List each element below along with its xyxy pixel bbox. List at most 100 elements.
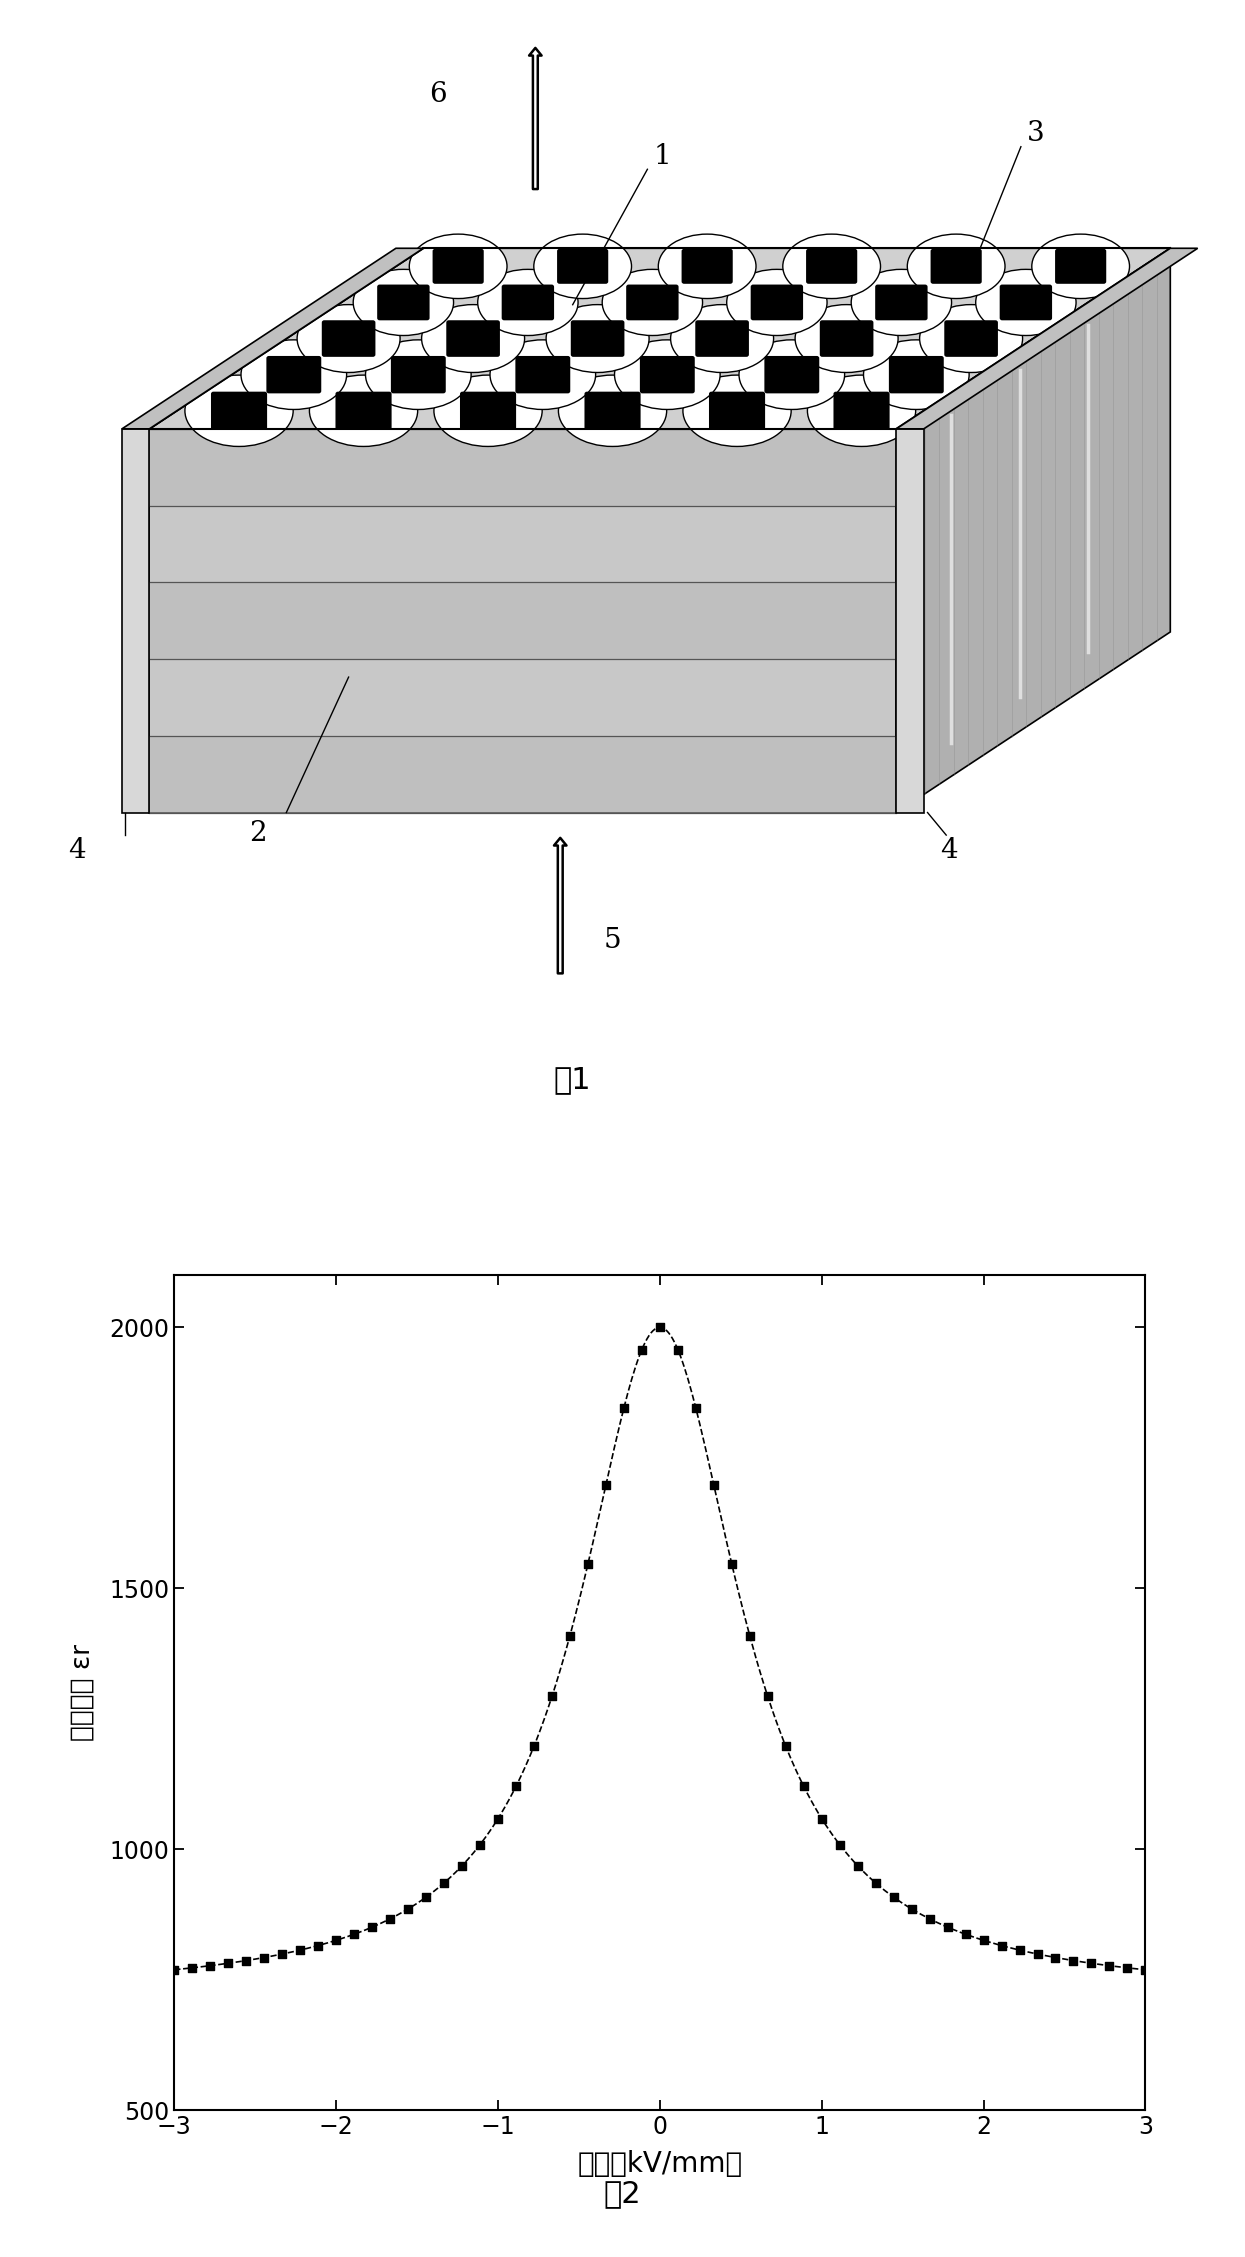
- Point: [596, 1467, 616, 1503]
- FancyBboxPatch shape: [321, 320, 376, 357]
- Polygon shape: [896, 248, 1170, 813]
- FancyBboxPatch shape: [833, 393, 890, 429]
- Point: [865, 1864, 885, 1900]
- Polygon shape: [149, 582, 896, 659]
- Text: 2: 2: [249, 819, 266, 846]
- FancyBboxPatch shape: [626, 284, 679, 320]
- Polygon shape: [896, 429, 924, 813]
- FancyBboxPatch shape: [459, 393, 517, 429]
- FancyBboxPatch shape: [695, 320, 749, 357]
- Polygon shape: [149, 736, 896, 813]
- FancyBboxPatch shape: [944, 320, 998, 357]
- Ellipse shape: [615, 341, 720, 409]
- Text: 4: 4: [940, 837, 957, 864]
- Point: [794, 1767, 814, 1803]
- Ellipse shape: [684, 375, 791, 447]
- Point: [703, 1467, 723, 1503]
- Text: 1: 1: [654, 142, 671, 169]
- Point: [686, 1390, 706, 1426]
- Point: [722, 1546, 742, 1582]
- Point: [164, 1952, 184, 1988]
- FancyBboxPatch shape: [502, 284, 554, 320]
- Ellipse shape: [478, 269, 578, 336]
- FancyBboxPatch shape: [681, 248, 733, 284]
- FancyBboxPatch shape: [584, 393, 641, 429]
- FancyBboxPatch shape: [210, 393, 268, 429]
- Point: [273, 1937, 293, 1973]
- FancyBboxPatch shape: [391, 357, 446, 393]
- Polygon shape: [149, 429, 896, 506]
- FancyBboxPatch shape: [875, 284, 928, 320]
- Text: 4: 4: [68, 837, 86, 864]
- Ellipse shape: [435, 375, 542, 447]
- Point: [542, 1679, 561, 1715]
- Point: [758, 1679, 778, 1715]
- Point: [309, 1927, 329, 1964]
- Point: [560, 1618, 580, 1654]
- Ellipse shape: [659, 235, 756, 298]
- Point: [991, 1927, 1011, 1964]
- Point: [884, 1880, 904, 1916]
- X-axis label: 电场（kV/mm）: 电场（kV/mm）: [578, 2151, 742, 2178]
- FancyBboxPatch shape: [1055, 248, 1107, 284]
- Ellipse shape: [671, 305, 773, 372]
- Ellipse shape: [852, 269, 951, 336]
- Point: [471, 1826, 491, 1862]
- Ellipse shape: [559, 375, 666, 447]
- FancyBboxPatch shape: [446, 320, 500, 357]
- Point: [218, 1946, 238, 1982]
- Ellipse shape: [422, 305, 524, 372]
- Polygon shape: [896, 248, 1198, 429]
- Point: [578, 1546, 598, 1582]
- Point: [488, 1801, 508, 1837]
- Ellipse shape: [920, 305, 1022, 372]
- FancyBboxPatch shape: [708, 393, 766, 429]
- Point: [740, 1618, 759, 1654]
- Ellipse shape: [242, 341, 346, 409]
- Text: 图1: 图1: [554, 1065, 591, 1095]
- Text: 5: 5: [604, 928, 621, 955]
- Ellipse shape: [186, 375, 293, 447]
- Ellipse shape: [908, 235, 1005, 298]
- Ellipse shape: [783, 235, 880, 298]
- Ellipse shape: [547, 305, 649, 372]
- Ellipse shape: [808, 375, 915, 447]
- Polygon shape: [149, 248, 1170, 429]
- Y-axis label: 介电常数 εr: 介电常数 εr: [70, 1645, 96, 1740]
- Point: [1082, 1946, 1102, 1982]
- Point: [829, 1826, 849, 1862]
- Point: [776, 1729, 796, 1765]
- Point: [901, 1891, 921, 1927]
- FancyBboxPatch shape: [764, 357, 819, 393]
- Ellipse shape: [796, 305, 898, 372]
- Point: [505, 1767, 525, 1803]
- FancyBboxPatch shape: [751, 284, 803, 320]
- Point: [435, 1864, 454, 1900]
- Text: 3: 3: [1027, 120, 1045, 147]
- FancyBboxPatch shape: [557, 248, 609, 284]
- Point: [974, 1923, 994, 1959]
- Point: [1063, 1943, 1083, 1979]
- Ellipse shape: [727, 269, 827, 336]
- Polygon shape: [122, 429, 149, 813]
- Point: [848, 1848, 868, 1885]
- Point: [956, 1916, 976, 1952]
- FancyBboxPatch shape: [930, 248, 982, 284]
- Point: [362, 1909, 382, 1946]
- FancyBboxPatch shape: [335, 393, 392, 429]
- Ellipse shape: [534, 235, 631, 298]
- Polygon shape: [122, 248, 423, 429]
- Ellipse shape: [354, 269, 453, 336]
- FancyBboxPatch shape: [570, 320, 625, 357]
- Ellipse shape: [864, 341, 969, 409]
- Ellipse shape: [310, 375, 417, 447]
- Point: [650, 1309, 670, 1345]
- Point: [290, 1932, 310, 1968]
- Ellipse shape: [1032, 235, 1129, 298]
- Point: [1118, 1950, 1138, 1986]
- Point: [254, 1939, 274, 1975]
- Text: 6: 6: [430, 81, 447, 108]
- Point: [1027, 1937, 1047, 1973]
- Point: [632, 1332, 652, 1368]
- Point: [1046, 1939, 1066, 1975]
